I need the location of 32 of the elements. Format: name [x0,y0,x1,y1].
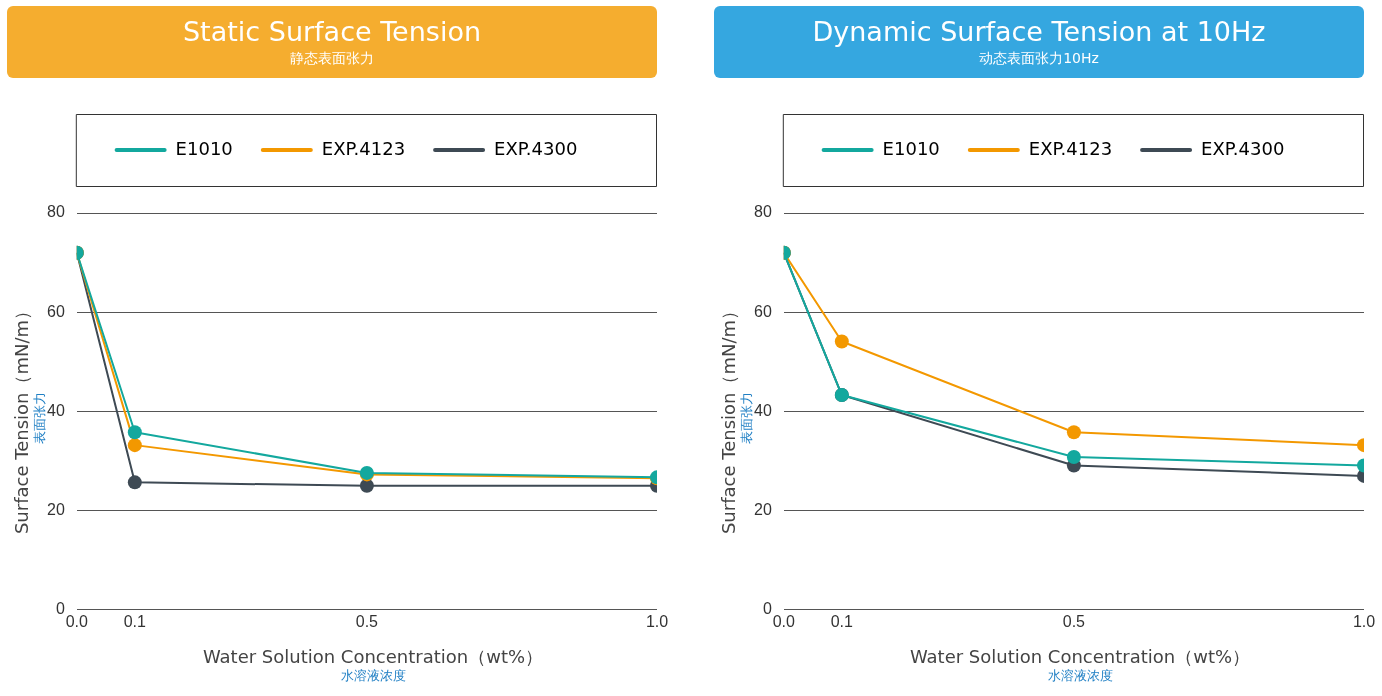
y-tick-label: 60 [47,302,65,320]
y-tick-label: 40 [47,401,65,419]
legend-label: EXP.4300 [1201,137,1285,159]
legend-label: EXP.4300 [494,137,578,159]
chart-subtitle: 静态表面张力 [289,49,375,68]
chart-title: Static Surface Tension [181,16,483,48]
y-tick-label: 60 [754,302,772,320]
y-axis-title: Surface Tension（mN/m）表面张力 [718,300,754,537]
legend-label: EXP.4123 [1028,137,1113,159]
x-tick-label: 0.0 [772,612,796,630]
legend-label: E1010 [882,137,940,159]
chart-title: Dynamic Surface Tension at 10Hz [811,16,1267,48]
x-axis-title: Water Solution Concentration（wt%）水溶液浓度 [201,646,545,684]
x-tick-label: 0.1 [830,612,854,630]
legend-label: EXP.4123 [321,137,406,159]
y-tick-label: 80 [47,203,65,221]
x-tick-label: 0.5 [1062,612,1086,630]
y-tick-label: 0 [762,600,772,618]
x-tick-label: 0.5 [355,612,379,630]
y-axis-title: Surface Tension（mN/m）表面张力 [11,300,47,537]
x-tick-label: 1.0 [645,612,669,630]
legend-label: E1010 [175,137,233,159]
x-tick-label: 0.1 [123,612,147,630]
y-tick-label: 80 [754,203,772,221]
y-tick-label: 40 [754,401,772,419]
chart-subtitle: 动态表面张力10Hz [978,49,1100,68]
y-tick-label: 20 [47,501,65,519]
y-tick-label: 0 [55,600,65,618]
x-axis-title: Water Solution Concentration（wt%）水溶液浓度 [908,646,1252,684]
x-tick-label: 0.0 [65,612,89,630]
y-tick-label: 20 [754,501,772,519]
x-tick-label: 1.0 [1352,612,1376,630]
